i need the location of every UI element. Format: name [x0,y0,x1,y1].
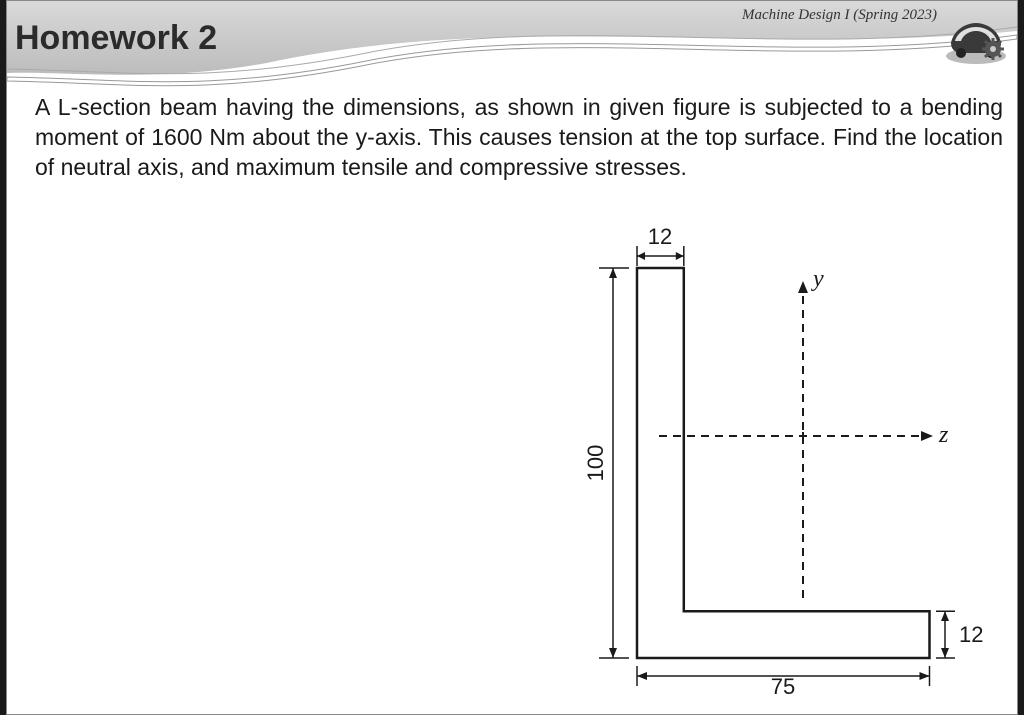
car-gear-logo-icon [941,11,1011,66]
homework-title: Homework 2 [15,19,217,58]
course-title: Machine Design I (Spring 2023) [742,7,937,24]
dim-height-label: 100 [583,445,608,482]
l-section-figure: 12 100 75 [527,226,987,696]
axes: y z [659,266,949,598]
problem-statement: A L-section beam having the dimensions, … [35,93,1003,183]
dim-bottom-width: 75 [637,666,930,696]
dim-top-width: 12 [637,226,684,266]
dim-height: 100 [583,268,629,658]
page: Homework 2 Machine Design I (Spring 2023… [6,0,1018,715]
dim-flange-thickness: 12 [936,611,983,658]
dim-top-width-label: 12 [648,226,672,249]
l-section-outline [637,268,930,658]
y-axis-label: y [811,266,824,292]
dim-flange-thickness-label: 12 [959,622,983,647]
z-axis-label: z [938,422,949,448]
header-band: Homework 2 Machine Design I (Spring 2023… [7,1,1017,81]
dim-bottom-width-label: 75 [771,674,795,696]
